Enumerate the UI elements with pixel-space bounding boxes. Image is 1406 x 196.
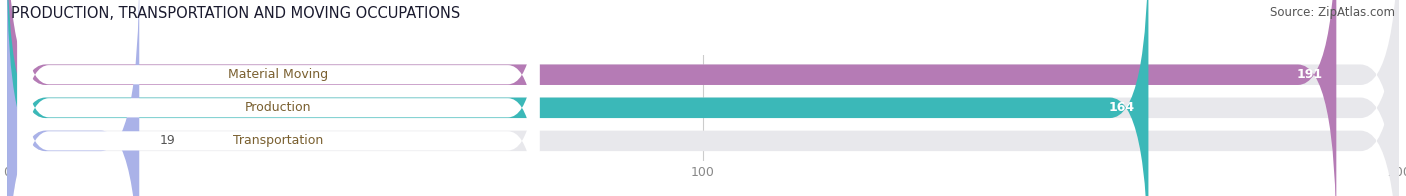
Text: 164: 164 — [1108, 101, 1135, 114]
Text: Transportation: Transportation — [233, 134, 323, 147]
Text: PRODUCTION, TRANSPORTATION AND MOVING OCCUPATIONS: PRODUCTION, TRANSPORTATION AND MOVING OC… — [11, 6, 461, 21]
FancyBboxPatch shape — [17, 2, 540, 196]
FancyBboxPatch shape — [7, 0, 1149, 196]
Text: Material Moving: Material Moving — [228, 68, 329, 81]
FancyBboxPatch shape — [17, 0, 540, 196]
Text: Production: Production — [245, 101, 312, 114]
FancyBboxPatch shape — [7, 0, 1336, 196]
Text: 191: 191 — [1296, 68, 1323, 81]
Text: Source: ZipAtlas.com: Source: ZipAtlas.com — [1270, 6, 1395, 19]
FancyBboxPatch shape — [7, 0, 1399, 196]
FancyBboxPatch shape — [7, 0, 139, 196]
Text: 19: 19 — [160, 134, 176, 147]
FancyBboxPatch shape — [7, 0, 1399, 196]
FancyBboxPatch shape — [17, 0, 540, 196]
FancyBboxPatch shape — [7, 0, 1399, 196]
